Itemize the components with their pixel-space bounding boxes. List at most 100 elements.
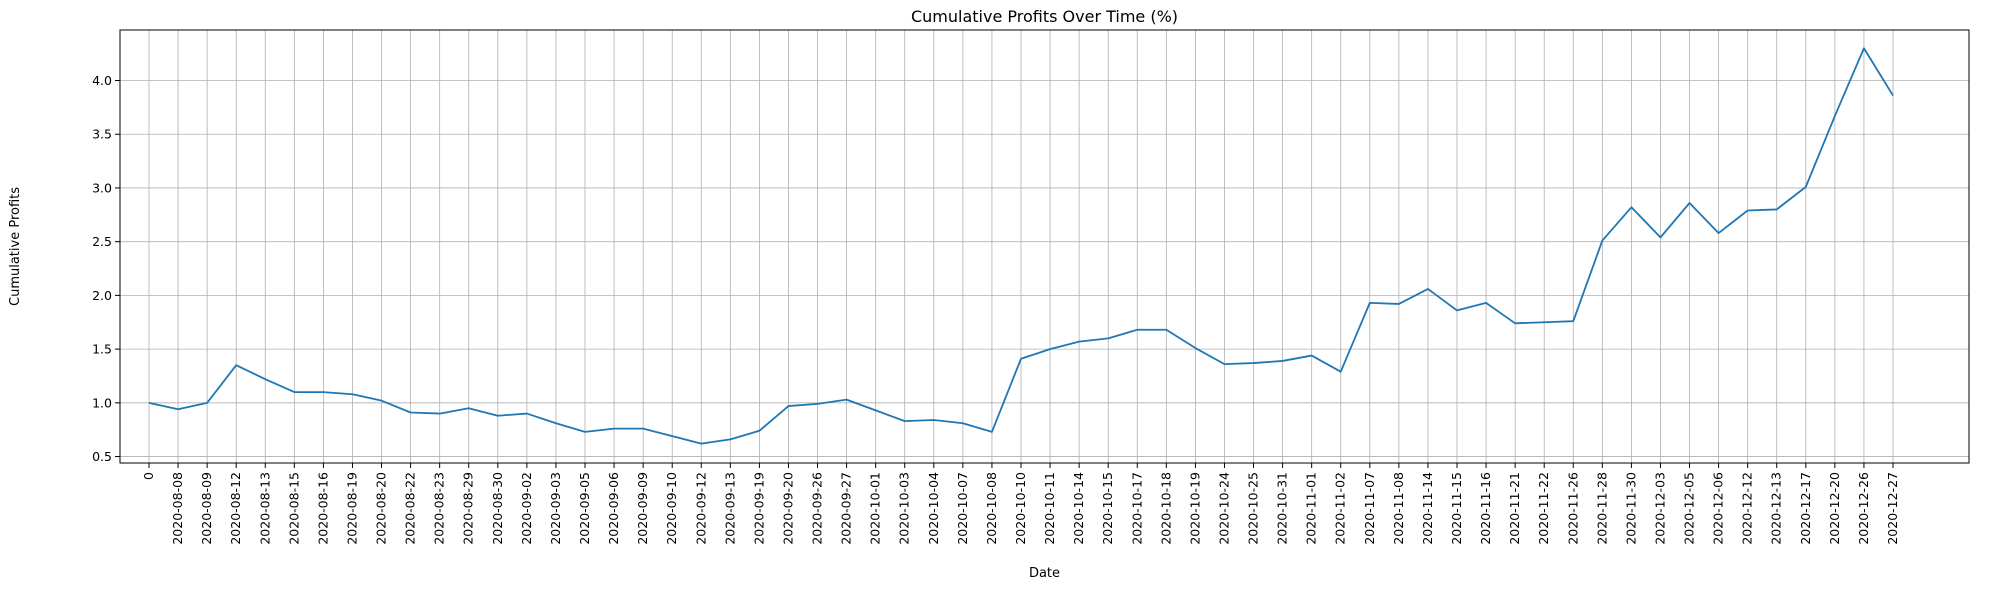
series-layer (148, 47, 1894, 445)
x-tick-label: 2020-11-26 (1565, 472, 1580, 545)
y-tick-label: 0.5 (92, 449, 112, 464)
x-tick-label: 2020-10-18 (1158, 472, 1173, 545)
data-point (584, 431, 586, 433)
data-point (1718, 232, 1720, 234)
x-tick-label: 2020-09-09 (635, 472, 650, 545)
data-point (1078, 341, 1080, 343)
data-point (1282, 360, 1284, 362)
grid-lines (120, 30, 1969, 463)
x-tick-label: 2020-09-13 (722, 472, 737, 545)
data-point (846, 399, 848, 401)
y-axis: 0.5 1.0 1.5 2.0 2.5 3.0 3.5 4.0 (92, 73, 120, 464)
x-tick-label: 2020-10-07 (955, 472, 970, 545)
x-tick-label: 2020-11-08 (1391, 472, 1406, 545)
x-tick-label: 2020-08-08 (170, 472, 185, 545)
data-point (1107, 338, 1109, 340)
data-point (177, 408, 179, 410)
data-point (555, 422, 557, 424)
data-point (1049, 348, 1051, 350)
data-point (1311, 355, 1313, 357)
data-point (1892, 95, 1894, 97)
data-point (991, 431, 993, 433)
data-point (352, 393, 354, 395)
x-tick-label: 2020-09-26 (810, 472, 825, 545)
x-tick-label: 2020-08-23 (432, 472, 447, 545)
data-point (1514, 323, 1516, 325)
x-tick-label: 2020-08-19 (344, 472, 359, 545)
x-tick-label: 2020-11-01 (1304, 472, 1319, 545)
x-tick-label: 2020-11-02 (1333, 472, 1348, 545)
x-tick-label: 2020-12-20 (1827, 472, 1842, 545)
x-tick-label: 2020-11-15 (1449, 472, 1464, 545)
x-tick-label: 2020-09-03 (548, 472, 563, 545)
x-tick-label: 2020-08-12 (228, 472, 243, 545)
x-tick-label: 2020-12-06 (1711, 472, 1726, 545)
x-tick-label: 2020-09-10 (664, 472, 679, 545)
x-tick-label: 2020-10-11 (1042, 472, 1057, 545)
x-tick-label: 2020-08-13 (257, 472, 272, 545)
y-tick-label: 3.0 (92, 180, 112, 195)
x-tick-label: 2020-11-14 (1420, 472, 1435, 545)
data-point (1253, 362, 1255, 364)
data-point (410, 412, 412, 414)
data-point (1660, 237, 1662, 239)
data-point (1166, 329, 1168, 331)
x-tick-label: 2020-11-22 (1536, 472, 1551, 545)
data-point (381, 400, 383, 402)
x-tick-label: 2020-08-15 (286, 472, 301, 545)
x-tick-label: 2020-10-04 (926, 472, 941, 545)
data-point (1398, 303, 1400, 305)
x-tick-label: 2020-09-06 (606, 472, 621, 545)
data-point (1543, 321, 1545, 323)
y-tick-label: 2.5 (92, 234, 112, 249)
y-tick-label: 2.0 (92, 288, 112, 303)
chart-title: Cumulative Profits Over Time (%) (911, 7, 1178, 26)
x-tick-label: 2020-09-27 (839, 472, 854, 545)
data-point (148, 402, 150, 404)
data-point (904, 420, 906, 422)
x-tick-label: 2020-10-14 (1071, 472, 1086, 545)
data-point (1020, 358, 1022, 360)
x-tick-label: 2020-09-05 (577, 472, 592, 545)
x-tick-label: 2020-11-30 (1623, 472, 1638, 545)
data-point (264, 378, 266, 380)
x-tick-label: 2020-11-16 (1478, 472, 1493, 545)
data-point (439, 413, 441, 415)
data-point (1776, 209, 1778, 211)
x-tick-label: 2020-10-03 (897, 472, 912, 545)
data-point (933, 419, 935, 421)
x-tick-label: 2020-09-12 (693, 472, 708, 545)
data-point (730, 439, 732, 441)
series-line (148, 47, 1894, 445)
y-tick-label: 3.5 (92, 127, 112, 142)
data-point (671, 435, 673, 437)
x-tick-label: 0 (141, 472, 156, 480)
y-tick-label: 4.0 (92, 73, 112, 88)
x-tick-label: 2020-12-03 (1652, 472, 1667, 545)
x-tick-label: 2020-10-31 (1275, 472, 1290, 545)
x-tick-label: 2020-11-28 (1594, 472, 1609, 545)
x-tick-label: 2020-11-07 (1362, 472, 1377, 545)
data-point (1805, 186, 1807, 188)
x-tick-label: 2020-10-01 (868, 472, 883, 545)
data-point (1863, 47, 1865, 49)
data-point (468, 407, 470, 409)
data-point (1369, 302, 1371, 304)
data-point (323, 391, 325, 393)
x-tick-label: 2020-10-25 (1246, 472, 1261, 545)
x-tick-label: 2020-08-22 (403, 472, 418, 545)
x-tick-label: 2020-10-24 (1216, 472, 1231, 545)
data-point (788, 405, 790, 407)
data-point (759, 430, 761, 432)
x-tick-label: 2020-09-19 (751, 472, 766, 545)
x-tick-label: 2020-08-30 (490, 472, 505, 545)
x-tick-label: 2020-11-21 (1507, 472, 1522, 545)
data-point (613, 428, 615, 430)
x-tick-label: 2020-09-20 (780, 472, 795, 545)
y-axis-label: Cumulative Profits (8, 187, 23, 306)
data-point (1631, 206, 1633, 208)
data-point (294, 391, 296, 393)
data-point (235, 364, 237, 366)
data-point (526, 413, 528, 415)
